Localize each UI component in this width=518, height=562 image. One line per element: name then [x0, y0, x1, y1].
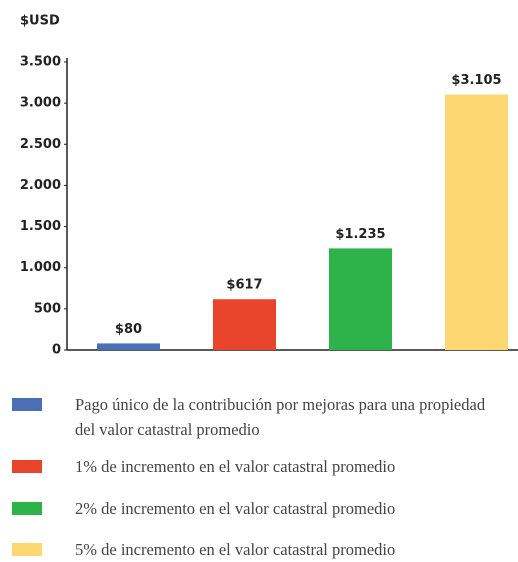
y-tick-label: 3.000 — [20, 96, 61, 111]
y-tick-label: 2.000 — [20, 178, 61, 193]
bar — [97, 343, 160, 350]
y-axis-label: $USD — [20, 14, 60, 29]
chart: $USD 0 500 1.000 1.500 2.000 2.500 3.000 3.500 $… — [20, 14, 518, 358]
bar — [329, 248, 392, 350]
bar — [213, 299, 276, 350]
y-tick-label: 500 — [34, 301, 61, 316]
legend-text: 2% de incremento en el valor catastral p… — [75, 499, 396, 518]
legend-swatch — [12, 398, 42, 411]
legend-swatch — [12, 460, 42, 473]
legend-text: 1% de incremento en el valor catastral p… — [75, 457, 396, 476]
legend-swatch — [12, 543, 42, 556]
value-label: $80 — [115, 322, 142, 337]
y-tick-label: 0 — [52, 343, 61, 358]
y-tick-label: 1.500 — [20, 219, 61, 234]
legend-swatch — [12, 502, 42, 515]
y-tick-label: 1.000 — [20, 260, 61, 275]
y-tick-label: 3.500 — [20, 55, 61, 70]
value-label: $3.105 — [451, 73, 501, 88]
bar — [445, 94, 508, 350]
y-tick-label: 2.500 — [20, 137, 61, 152]
value-label: $1.235 — [335, 227, 385, 242]
legend-text: Pago único de la contribución por mejora… — [75, 395, 486, 439]
value-label: $617 — [226, 278, 262, 293]
legend-text: 5% de incremento en el valor catastral p… — [75, 540, 396, 559]
